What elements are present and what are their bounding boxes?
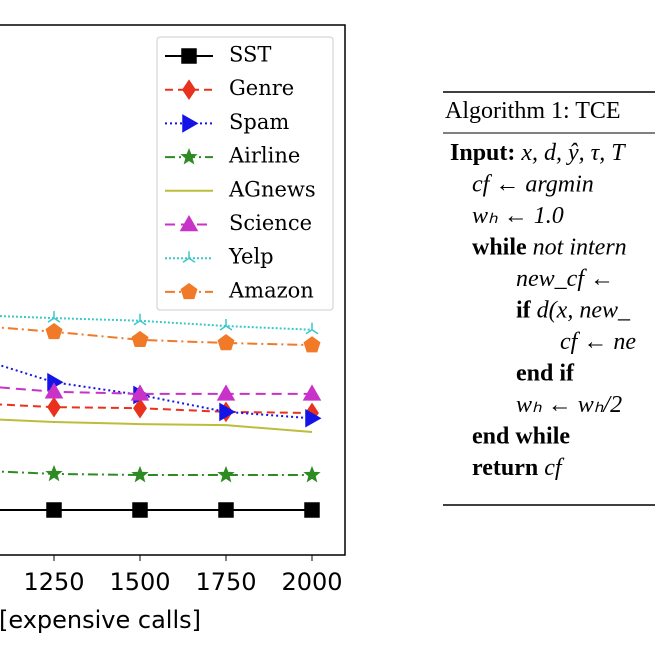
algorithm-line: wₕ ← wₕ/2 (516, 392, 622, 418)
series-line (0, 364, 313, 420)
statement: not intern (527, 235, 627, 261)
marker (47, 311, 61, 323)
algorithm-line: Input: x, d, ŷ, τ, T (450, 140, 626, 166)
x-axis-label: [expensive calls] (0, 606, 201, 634)
marker (219, 319, 233, 331)
algorithm-body: Input: x, d, ŷ, τ, T cf ← argmin wₕ ← 1.0 w… (450, 140, 636, 481)
statement: wₕ ← 1.0 (472, 203, 564, 229)
legend-label: Spam (229, 110, 289, 134)
algorithm-line: end if (516, 361, 575, 387)
x-tick-label: 1750 (195, 568, 256, 596)
legend-label: Science (229, 211, 312, 235)
marker (132, 502, 148, 518)
series-line (0, 418, 313, 434)
marker (180, 282, 198, 300)
legend-label: Airline (228, 144, 300, 168)
series-line (0, 470, 312, 476)
marker (133, 397, 147, 419)
statement: cf ← ne (560, 329, 636, 355)
series-line (0, 326, 313, 347)
marker (47, 396, 61, 418)
marker (133, 313, 147, 326)
legend-label: AGnews (228, 177, 316, 201)
x-tick-label: 1250 (23, 568, 84, 596)
marker (182, 251, 196, 263)
marker (45, 322, 63, 340)
marker (217, 465, 235, 483)
marker (303, 336, 321, 353)
marker (130, 384, 150, 401)
algorithm-line: cf ← ne (560, 329, 636, 355)
legend-label: Amazon (228, 278, 314, 302)
legend-entries: SST Genre Spam Airline AGnews Science Yelp Amaz… (165, 43, 316, 302)
marker (216, 384, 236, 401)
marker (219, 402, 236, 422)
keyword: while (472, 235, 527, 261)
keyword: if (516, 298, 532, 324)
marker (182, 114, 199, 133)
keyword: end while (472, 424, 570, 450)
x-tick-label: 1500 (109, 568, 170, 596)
series-line (0, 403, 313, 414)
keyword: Input: (450, 140, 515, 166)
algorithm-line: wₕ ← 1.0 (472, 203, 564, 229)
marker (180, 148, 198, 165)
algorithm-line: cf ← argmin (472, 172, 594, 198)
marker (45, 464, 63, 482)
marker (131, 330, 149, 348)
marker (46, 502, 62, 518)
series-line (0, 315, 313, 331)
x-tick-label: 2000 (281, 568, 342, 596)
algorithm-line: if d(x, new_ (516, 298, 631, 324)
statement: wₕ ← wₕ/2 (516, 392, 622, 418)
marker (304, 502, 320, 518)
legend-label: SST (229, 43, 271, 67)
statement: new_cf ← (516, 266, 614, 292)
plot (0, 311, 322, 518)
algorithm-title: Algorithm 1: TCE (445, 98, 621, 124)
statement: cf ← argmin (472, 172, 594, 198)
marker (217, 334, 235, 351)
marker (131, 465, 149, 483)
marker (182, 79, 196, 101)
legend-label: Yelp (228, 245, 274, 269)
marker (44, 382, 64, 399)
marker (302, 384, 322, 401)
marker (303, 465, 321, 483)
statement: d(x, new_ (531, 298, 631, 324)
algorithm-line: return cf (472, 455, 565, 481)
marker (218, 502, 234, 518)
statement: x, d, ŷ, τ, T (515, 140, 626, 166)
legend-label: Genre (229, 76, 294, 100)
marker (305, 408, 322, 428)
statement: cf (538, 455, 565, 481)
marker (179, 214, 199, 232)
keyword: return (472, 455, 538, 481)
algorithm-line: end while (472, 424, 570, 450)
algorithm-line: while not intern (472, 235, 627, 261)
legend (156, 36, 334, 311)
plot-frame (0, 24, 346, 556)
marker (181, 48, 197, 64)
algorithm-line: new_cf ← (516, 266, 614, 292)
series-line (0, 386, 312, 395)
keyword: end if (516, 361, 575, 387)
marker (305, 322, 319, 335)
